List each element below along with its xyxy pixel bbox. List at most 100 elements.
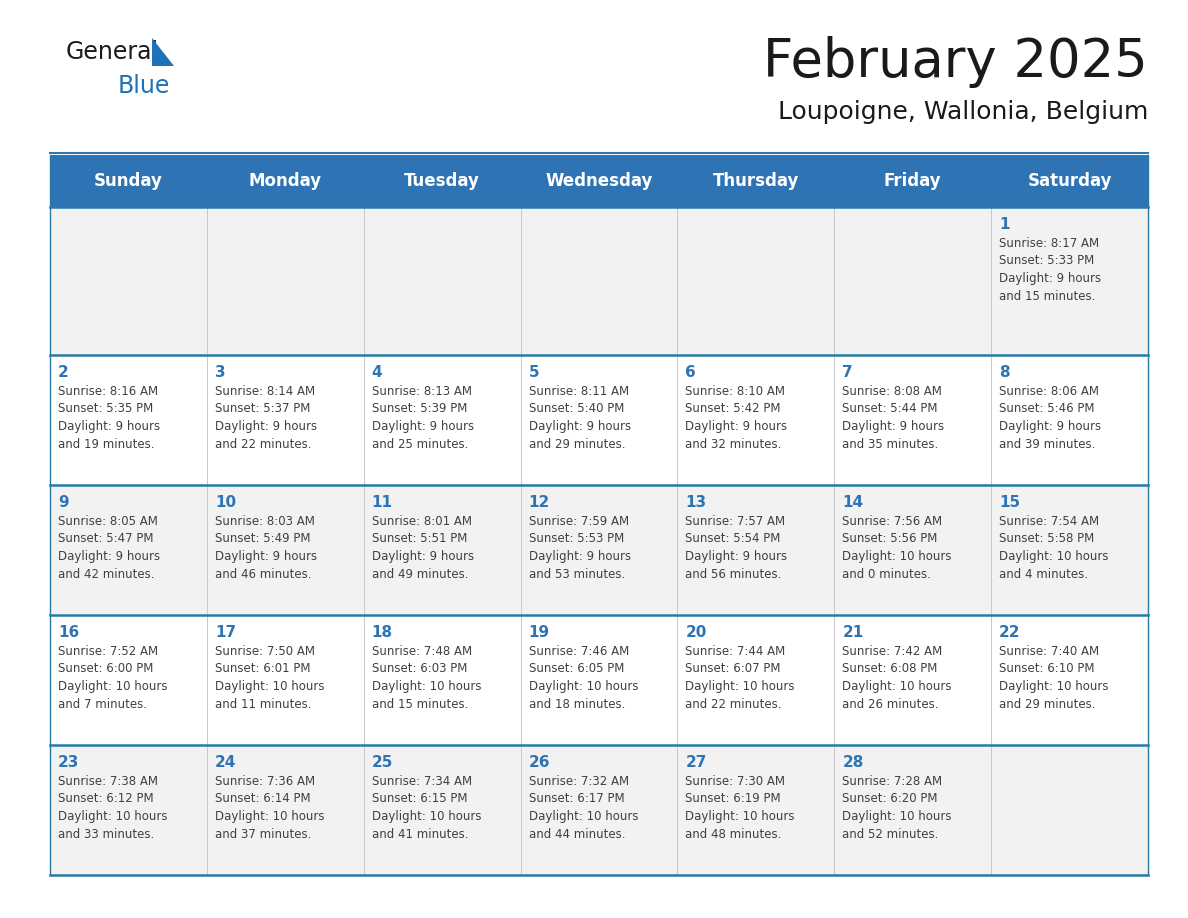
- Text: Blue: Blue: [118, 74, 170, 98]
- Text: Sunset: 5:51 PM: Sunset: 5:51 PM: [372, 532, 467, 545]
- Text: Sunset: 6:12 PM: Sunset: 6:12 PM: [58, 792, 153, 805]
- Bar: [50, 155, 1148, 207]
- Text: 22: 22: [999, 625, 1020, 640]
- Text: Sunset: 6:05 PM: Sunset: 6:05 PM: [529, 663, 624, 676]
- Text: Daylight: 9 hours: Daylight: 9 hours: [58, 550, 160, 563]
- Text: and 53 minutes.: and 53 minutes.: [529, 567, 625, 580]
- Text: and 35 minutes.: and 35 minutes.: [842, 438, 939, 451]
- Text: and 29 minutes.: and 29 minutes.: [999, 698, 1095, 711]
- Text: Sunset: 5:58 PM: Sunset: 5:58 PM: [999, 532, 1094, 545]
- Text: Daylight: 9 hours: Daylight: 9 hours: [215, 420, 317, 433]
- Text: Wednesday: Wednesday: [545, 172, 652, 190]
- Text: Sunrise: 7:40 AM: Sunrise: 7:40 AM: [999, 645, 1099, 658]
- Text: Sunset: 5:40 PM: Sunset: 5:40 PM: [529, 402, 624, 416]
- Text: and 22 minutes.: and 22 minutes.: [215, 438, 311, 451]
- Text: Sunset: 5:47 PM: Sunset: 5:47 PM: [58, 532, 153, 545]
- Text: Sunrise: 7:44 AM: Sunrise: 7:44 AM: [685, 645, 785, 658]
- Text: Daylight: 9 hours: Daylight: 9 hours: [58, 420, 160, 433]
- Text: and 42 minutes.: and 42 minutes.: [58, 567, 154, 580]
- Text: 7: 7: [842, 365, 853, 380]
- Text: Saturday: Saturday: [1028, 172, 1112, 190]
- Text: Sunset: 6:00 PM: Sunset: 6:00 PM: [58, 663, 153, 676]
- Text: Daylight: 10 hours: Daylight: 10 hours: [842, 810, 952, 823]
- Text: Daylight: 9 hours: Daylight: 9 hours: [999, 420, 1101, 433]
- Text: Sunrise: 7:52 AM: Sunrise: 7:52 AM: [58, 645, 158, 658]
- Text: Sunset: 5:39 PM: Sunset: 5:39 PM: [372, 402, 467, 416]
- Text: and 11 minutes.: and 11 minutes.: [215, 698, 311, 711]
- Text: Sunrise: 7:56 AM: Sunrise: 7:56 AM: [842, 515, 942, 528]
- Text: Sunrise: 8:17 AM: Sunrise: 8:17 AM: [999, 237, 1099, 250]
- Text: 28: 28: [842, 755, 864, 770]
- Text: Daylight: 10 hours: Daylight: 10 hours: [685, 680, 795, 693]
- Text: Daylight: 10 hours: Daylight: 10 hours: [529, 810, 638, 823]
- Text: 21: 21: [842, 625, 864, 640]
- Text: Sunset: 6:19 PM: Sunset: 6:19 PM: [685, 792, 781, 805]
- Text: 23: 23: [58, 755, 80, 770]
- Text: and 18 minutes.: and 18 minutes.: [529, 698, 625, 711]
- Text: Sunrise: 7:50 AM: Sunrise: 7:50 AM: [215, 645, 315, 658]
- Text: and 37 minutes.: and 37 minutes.: [215, 827, 311, 841]
- Text: Sunrise: 7:54 AM: Sunrise: 7:54 AM: [999, 515, 1099, 528]
- Text: and 46 minutes.: and 46 minutes.: [215, 567, 311, 580]
- Text: 2: 2: [58, 365, 69, 380]
- Text: 4: 4: [372, 365, 383, 380]
- Text: Sunset: 5:49 PM: Sunset: 5:49 PM: [215, 532, 310, 545]
- Text: Sunrise: 8:13 AM: Sunrise: 8:13 AM: [372, 385, 472, 398]
- Text: Sunset: 5:56 PM: Sunset: 5:56 PM: [842, 532, 937, 545]
- Text: Sunset: 6:20 PM: Sunset: 6:20 PM: [842, 792, 937, 805]
- Text: Loupoigne, Wallonia, Belgium: Loupoigne, Wallonia, Belgium: [778, 100, 1148, 124]
- Text: Sunset: 5:44 PM: Sunset: 5:44 PM: [842, 402, 937, 416]
- Text: 13: 13: [685, 495, 707, 510]
- Text: Sunrise: 7:32 AM: Sunrise: 7:32 AM: [529, 775, 628, 788]
- Text: Sunrise: 7:46 AM: Sunrise: 7:46 AM: [529, 645, 628, 658]
- Text: 16: 16: [58, 625, 80, 640]
- Text: Sunrise: 8:03 AM: Sunrise: 8:03 AM: [215, 515, 315, 528]
- Text: 14: 14: [842, 495, 864, 510]
- Bar: [50, 485, 1148, 615]
- Text: 24: 24: [215, 755, 236, 770]
- Text: 10: 10: [215, 495, 236, 510]
- Text: Sunrise: 7:48 AM: Sunrise: 7:48 AM: [372, 645, 472, 658]
- Text: General: General: [67, 40, 159, 64]
- Text: 3: 3: [215, 365, 226, 380]
- Text: and 29 minutes.: and 29 minutes.: [529, 438, 625, 451]
- Text: Sunrise: 7:42 AM: Sunrise: 7:42 AM: [842, 645, 942, 658]
- Text: Daylight: 9 hours: Daylight: 9 hours: [215, 550, 317, 563]
- Text: Sunday: Sunday: [94, 172, 163, 190]
- Text: 9: 9: [58, 495, 69, 510]
- Text: Daylight: 9 hours: Daylight: 9 hours: [372, 550, 474, 563]
- Text: and 56 minutes.: and 56 minutes.: [685, 567, 782, 580]
- Text: Daylight: 9 hours: Daylight: 9 hours: [685, 550, 788, 563]
- Text: Thursday: Thursday: [713, 172, 800, 190]
- Text: Friday: Friday: [884, 172, 942, 190]
- Text: Sunrise: 8:01 AM: Sunrise: 8:01 AM: [372, 515, 472, 528]
- Text: Sunset: 6:08 PM: Sunset: 6:08 PM: [842, 663, 937, 676]
- Text: 17: 17: [215, 625, 236, 640]
- Text: Daylight: 9 hours: Daylight: 9 hours: [372, 420, 474, 433]
- Text: Daylight: 10 hours: Daylight: 10 hours: [215, 680, 324, 693]
- Text: Sunset: 6:15 PM: Sunset: 6:15 PM: [372, 792, 467, 805]
- Text: Daylight: 10 hours: Daylight: 10 hours: [842, 550, 952, 563]
- Text: Sunrise: 8:16 AM: Sunrise: 8:16 AM: [58, 385, 158, 398]
- Text: 18: 18: [372, 625, 393, 640]
- Text: 8: 8: [999, 365, 1010, 380]
- Text: and 22 minutes.: and 22 minutes.: [685, 698, 782, 711]
- Text: Sunrise: 8:10 AM: Sunrise: 8:10 AM: [685, 385, 785, 398]
- Text: Daylight: 10 hours: Daylight: 10 hours: [842, 680, 952, 693]
- Text: and 32 minutes.: and 32 minutes.: [685, 438, 782, 451]
- Text: and 4 minutes.: and 4 minutes.: [999, 567, 1088, 580]
- Text: Daylight: 9 hours: Daylight: 9 hours: [999, 272, 1101, 285]
- Text: Daylight: 9 hours: Daylight: 9 hours: [842, 420, 944, 433]
- Text: Sunset: 5:42 PM: Sunset: 5:42 PM: [685, 402, 781, 416]
- Text: 27: 27: [685, 755, 707, 770]
- Text: Daylight: 10 hours: Daylight: 10 hours: [215, 810, 324, 823]
- Text: 25: 25: [372, 755, 393, 770]
- Text: and 52 minutes.: and 52 minutes.: [842, 827, 939, 841]
- Text: Sunset: 5:33 PM: Sunset: 5:33 PM: [999, 254, 1094, 267]
- Text: 15: 15: [999, 495, 1020, 510]
- Text: Daylight: 10 hours: Daylight: 10 hours: [999, 680, 1108, 693]
- Text: 26: 26: [529, 755, 550, 770]
- Text: Sunrise: 8:06 AM: Sunrise: 8:06 AM: [999, 385, 1099, 398]
- Text: and 41 minutes.: and 41 minutes.: [372, 827, 468, 841]
- Text: Sunset: 5:54 PM: Sunset: 5:54 PM: [685, 532, 781, 545]
